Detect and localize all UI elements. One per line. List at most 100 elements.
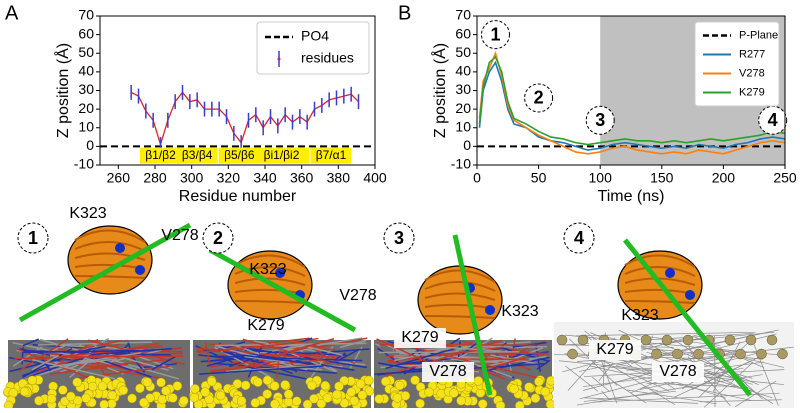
x-tick-label: 200 [712, 170, 736, 186]
residue [485, 305, 495, 315]
bead [725, 335, 735, 345]
y-tick-label: 50 [78, 44, 94, 60]
bead [135, 384, 144, 393]
bead [393, 393, 402, 402]
x-axis-label: Residue number [179, 188, 297, 205]
bead [457, 396, 466, 405]
bead [541, 387, 550, 396]
x-tick-label: 360 [290, 170, 314, 186]
bead [263, 376, 272, 385]
x-tick-label: 50 [531, 170, 547, 186]
bead [216, 391, 225, 400]
bead [401, 391, 410, 400]
bead [375, 394, 384, 403]
bead [411, 376, 420, 385]
bead [767, 335, 777, 345]
bead [323, 394, 332, 403]
bead [531, 394, 540, 403]
residue-label: V278 [339, 287, 376, 304]
snapshot-number: 2 [213, 228, 223, 248]
lipid [22, 347, 23, 364]
bead [190, 393, 199, 402]
bead [746, 335, 756, 345]
bead [449, 389, 458, 398]
bead [179, 396, 188, 405]
residue-label: K323 [69, 205, 106, 222]
bead [364, 376, 373, 385]
bead [303, 400, 312, 408]
series-line [131, 92, 358, 144]
residue [665, 268, 675, 278]
annotation: β3/β4 [182, 148, 213, 162]
x-tick-label: 260 [107, 170, 131, 186]
bead [284, 390, 293, 399]
snapshot-number: 4 [574, 228, 584, 248]
x-tick-label: 380 [327, 170, 351, 186]
annotation: β7/α1 [316, 148, 347, 162]
bead [100, 400, 109, 408]
x-tick-label: 300 [180, 170, 204, 186]
residue-label: K279 [401, 329, 438, 346]
snapshot-number: 3 [394, 228, 404, 248]
bead [546, 400, 555, 408]
bead [662, 335, 672, 345]
residue-label: K323 [249, 261, 286, 278]
bead [347, 388, 356, 397]
bead [334, 382, 343, 391]
bead [425, 388, 434, 397]
y-tick-label: 10 [78, 118, 94, 134]
y-tick-label: 10 [455, 118, 471, 134]
bead [321, 381, 330, 390]
y-tick-label: 40 [455, 63, 471, 79]
bead [350, 396, 359, 405]
bead [356, 379, 365, 388]
legend-label: residues [301, 50, 354, 66]
bead [73, 378, 82, 387]
bead [524, 383, 533, 392]
y-tick-label: 50 [455, 44, 471, 60]
bead [757, 349, 767, 359]
annotation: 4 [768, 110, 778, 130]
bead [237, 396, 246, 405]
bead [82, 394, 91, 403]
residue-label: K323 [501, 303, 538, 320]
legend-label: P-Plane [739, 29, 778, 41]
bead [694, 349, 704, 359]
x-tick-label: 150 [650, 170, 674, 186]
x-tick-label: 0 [473, 170, 481, 186]
y-tick-label: 40 [78, 63, 94, 79]
bead [474, 376, 483, 385]
bead [270, 400, 279, 408]
bead [683, 335, 693, 345]
bead [168, 393, 177, 402]
bead [307, 381, 316, 390]
annotation: β1/β2 [145, 148, 176, 162]
bead [496, 401, 505, 408]
annotation: 1 [490, 24, 500, 44]
x-tick-label: 250 [773, 170, 797, 186]
panel-label: B [398, 2, 411, 24]
bead [534, 377, 543, 386]
x-tick-label: 100 [589, 170, 613, 186]
bead [568, 349, 578, 359]
y-tick-label: 20 [78, 100, 94, 116]
bead [292, 397, 301, 406]
bead [128, 394, 137, 403]
bead [20, 387, 29, 396]
bead [281, 380, 290, 389]
bead [143, 378, 152, 387]
bead [778, 349, 788, 359]
bead [191, 384, 200, 393]
y-tick-label: 70 [455, 7, 471, 23]
bead [736, 349, 746, 359]
legend-label: K279 [739, 86, 765, 98]
legend-swatch [278, 58, 281, 61]
y-axis-label: Z position (Å) [430, 43, 449, 138]
bead [201, 388, 210, 397]
